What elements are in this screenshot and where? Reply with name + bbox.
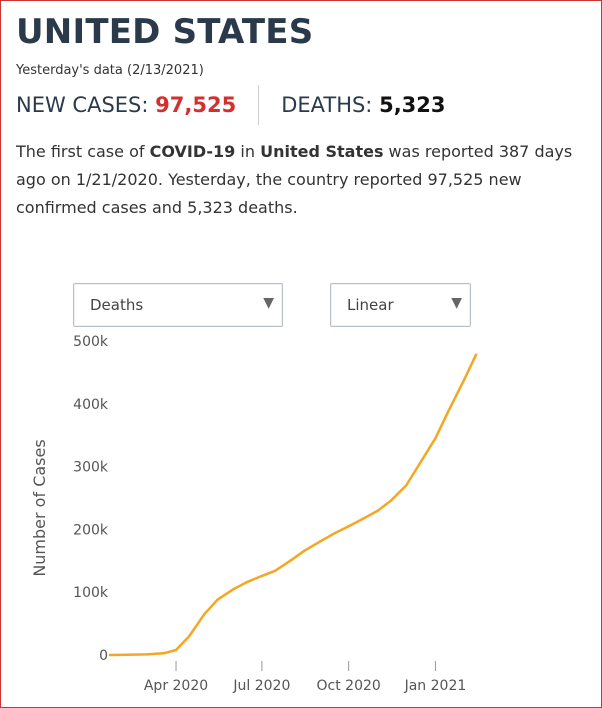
- x-tick-label: Oct 2020: [317, 678, 381, 694]
- scale-select[interactable]: Linear ▼: [330, 283, 471, 327]
- y-tick-label: 0: [99, 648, 108, 664]
- y-tick-label: 200k: [73, 522, 109, 538]
- y-tick-label: 300k: [73, 460, 109, 476]
- y-tick-label: 500k: [73, 334, 109, 350]
- data-point: [463, 377, 466, 380]
- data-point: [332, 532, 335, 535]
- summary-text-1: The first case of: [16, 142, 150, 161]
- data-point: [376, 509, 380, 512]
- data-point: [260, 574, 264, 578]
- x-tick-label: Jan 2021: [404, 678, 467, 694]
- data-point: [434, 437, 437, 440]
- deaths-stat: DEATHS: 5,323: [281, 93, 445, 117]
- data-point: [245, 580, 248, 584]
- data-point: [273, 569, 277, 573]
- new-cases-stat: NEW CASES: 97,525: [16, 93, 236, 117]
- y-tick-label: 100k: [73, 585, 109, 601]
- data-date-subtitle: Yesterday's data (2/13/2021): [16, 63, 204, 78]
- data-point: [163, 651, 166, 655]
- data-point: [216, 598, 219, 601]
- data-point: [474, 353, 478, 357]
- data-point: [319, 540, 322, 543]
- metric-select-value: Deaths: [90, 296, 144, 314]
- data-point: [404, 484, 408, 487]
- summary-text-3: was reported 387 days ago on 1/21/2020. …: [16, 142, 573, 217]
- data-point: [188, 634, 191, 638]
- chevron-down-icon: ▼: [263, 295, 274, 311]
- data-point: [203, 612, 206, 616]
- x-tick-label: Apr 2020: [144, 678, 208, 694]
- y-tick-label: 400k: [73, 397, 109, 413]
- scale-select-value: Linear: [347, 296, 394, 314]
- deaths-label: DEATHS:: [281, 93, 373, 117]
- summary-disease: COVID-19: [149, 142, 236, 161]
- data-point: [347, 525, 350, 528]
- y-axis-title: Number of Cases: [30, 439, 49, 576]
- summary-text-2: in: [235, 142, 261, 161]
- x-tick-label: Jul 2020: [232, 678, 290, 694]
- metric-select[interactable]: Deaths ▼: [73, 283, 283, 327]
- new-cases-value: 97,525: [155, 93, 237, 117]
- data-point: [418, 462, 421, 466]
- data-point: [232, 587, 235, 591]
- page-title: UNITED STATES: [16, 12, 314, 52]
- data-point: [145, 653, 148, 656]
- data-point: [174, 648, 178, 652]
- summary-paragraph: The first case of COVID-19 in United Sta…: [16, 138, 596, 222]
- data-point: [289, 558, 293, 562]
- stats-divider: [258, 85, 260, 125]
- data-point: [108, 653, 112, 657]
- stats-bar: NEW CASES: 97,525 DEATHS: 5,323: [16, 84, 446, 126]
- data-point: [360, 518, 364, 521]
- deaths-value: 5,323: [379, 93, 446, 117]
- data-point: [447, 409, 450, 412]
- data-point: [389, 499, 393, 502]
- deaths-series-line: [108, 353, 478, 657]
- new-cases-label: NEW CASES:: [16, 93, 149, 117]
- chevron-down-icon: ▼: [451, 295, 462, 311]
- data-point: [303, 549, 306, 552]
- summary-country: United States: [260, 142, 384, 161]
